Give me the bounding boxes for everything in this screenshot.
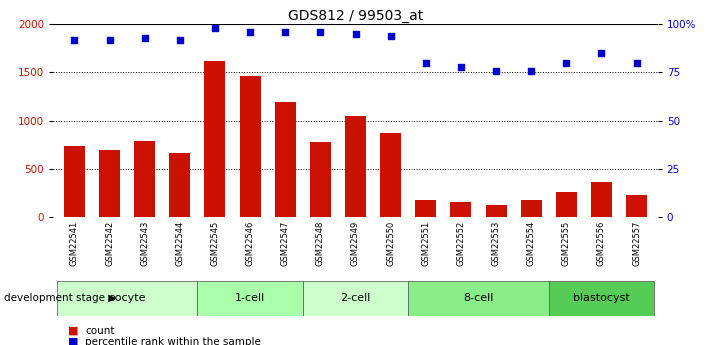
Text: 2-cell: 2-cell [341, 294, 370, 303]
Text: GSM22543: GSM22543 [140, 220, 149, 266]
Bar [134, 141, 155, 217]
Bar [380, 133, 401, 217]
Point [174, 37, 186, 42]
Bar [198, 281, 303, 316]
Text: GSM22552: GSM22552 [456, 220, 466, 266]
Bar [310, 142, 331, 217]
Bar [57, 281, 198, 316]
Bar [486, 205, 506, 217]
Point [455, 64, 466, 69]
Bar [591, 181, 612, 217]
Bar [240, 76, 261, 217]
Text: GSM22551: GSM22551 [422, 220, 430, 266]
Point [245, 29, 256, 34]
Point [420, 60, 432, 66]
Bar [520, 200, 542, 217]
Point [315, 29, 326, 34]
Bar [450, 203, 471, 217]
Text: GSM22550: GSM22550 [386, 220, 395, 266]
Point [491, 68, 502, 73]
Bar [408, 281, 549, 316]
Bar [303, 281, 408, 316]
Point [104, 37, 115, 42]
Bar [169, 153, 191, 217]
Bar [99, 150, 120, 217]
Point [596, 50, 607, 56]
Text: development stage ▶: development stage ▶ [4, 294, 116, 303]
Bar [64, 146, 85, 217]
Text: GSM22545: GSM22545 [210, 220, 220, 266]
Text: 8-cell: 8-cell [464, 294, 493, 303]
Point [525, 68, 537, 73]
Bar [205, 61, 225, 217]
Bar [556, 192, 577, 217]
Text: GSM22541: GSM22541 [70, 220, 79, 266]
Text: GSM22542: GSM22542 [105, 220, 114, 266]
Text: GSM22547: GSM22547 [281, 220, 289, 266]
Text: oocyte: oocyte [108, 294, 146, 303]
Bar [274, 102, 296, 217]
Text: GSM22554: GSM22554 [527, 220, 535, 266]
Point [139, 35, 150, 40]
Point [279, 29, 291, 34]
Text: GSM22555: GSM22555 [562, 220, 571, 266]
Point [561, 60, 572, 66]
Text: GSM22544: GSM22544 [176, 220, 184, 266]
Title: GDS812 / 99503_at: GDS812 / 99503_at [288, 9, 423, 23]
Text: GSM22557: GSM22557 [632, 220, 641, 266]
Text: GSM22549: GSM22549 [351, 220, 360, 266]
Text: 1-cell: 1-cell [235, 294, 265, 303]
Point [209, 25, 220, 31]
Bar [626, 195, 647, 217]
Point [69, 37, 80, 42]
Text: count: count [85, 326, 114, 335]
Text: GSM22556: GSM22556 [597, 220, 606, 266]
Bar [549, 281, 654, 316]
Text: ■: ■ [68, 326, 78, 335]
Point [385, 33, 396, 39]
Text: percentile rank within the sample: percentile rank within the sample [85, 337, 261, 345]
Text: blastocyst: blastocyst [573, 294, 630, 303]
Bar [345, 116, 366, 217]
Text: GSM22553: GSM22553 [491, 220, 501, 266]
Text: ■: ■ [68, 337, 78, 345]
Text: GSM22548: GSM22548 [316, 220, 325, 266]
Text: GSM22546: GSM22546 [245, 220, 255, 266]
Bar [415, 200, 437, 217]
Point [631, 60, 642, 66]
Point [350, 31, 361, 37]
